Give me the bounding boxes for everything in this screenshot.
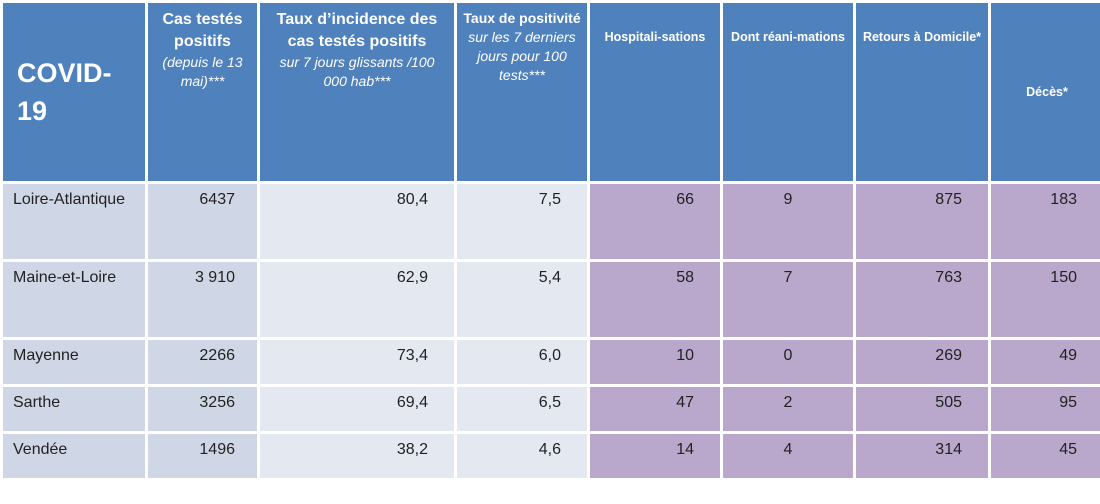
deces-cell: 45 [991, 434, 1100, 478]
header-note: sur les 7 derniers jours pour 100 tests*… [468, 29, 576, 83]
dept-cell: Maine-et-Loire [3, 262, 145, 337]
header-label: Taux d’incidence des cas testés positifs [276, 11, 438, 50]
table-title: COVID-19 [3, 3, 145, 181]
header-label: Cas testés positifs [162, 11, 243, 50]
table-row: Mayenne 2266 73,4 6,0 10 0 269 49 [3, 340, 1100, 384]
covid-table: COVID-19 Cas testés positifs (depuis le … [3, 3, 1100, 478]
header-taux-positivite: Taux de positivité sur les 7 derniers jo… [457, 3, 587, 181]
hosp-cell: 10 [590, 340, 720, 384]
hosp-cell: 66 [590, 184, 720, 259]
header-retours-domicile: Retours à Domicile* [856, 3, 988, 181]
deces-cell: 95 [991, 387, 1100, 431]
positivite-cell: 7,5 [457, 184, 587, 259]
header-label: Décès* [1026, 84, 1068, 99]
retours-cell: 763 [856, 262, 988, 337]
retours-cell: 875 [856, 184, 988, 259]
incidence-cell: 38,2 [260, 434, 454, 478]
header-taux-incidence: Taux d’incidence des cas testés positifs… [260, 3, 454, 181]
incidence-cell: 80,4 [260, 184, 454, 259]
cas-cell: 1496 [148, 434, 257, 478]
cas-cell: 3256 [148, 387, 257, 431]
dept-cell: Mayenne [3, 340, 145, 384]
cas-cell: 3 910 [148, 262, 257, 337]
retours-cell: 314 [856, 434, 988, 478]
dept-cell: Vendée [3, 434, 145, 478]
header-hospitalisations: Hospitali-sations [590, 3, 720, 181]
deces-cell: 49 [991, 340, 1100, 384]
cas-cell: 2266 [148, 340, 257, 384]
positivite-cell: 4,6 [457, 434, 587, 478]
hosp-cell: 47 [590, 387, 720, 431]
header-note: (depuis le 13 mai)*** [162, 54, 243, 89]
rea-cell: 7 [723, 262, 853, 337]
table-row: Loire-Atlantique 6437 80,4 7,5 66 9 875 … [3, 184, 1100, 259]
dept-cell: Loire-Atlantique [3, 184, 145, 259]
dept-cell: Sarthe [3, 387, 145, 431]
rea-cell: 4 [723, 434, 853, 478]
incidence-cell: 62,9 [260, 262, 454, 337]
table-row: Sarthe 3256 69,4 6,5 47 2 505 95 [3, 387, 1100, 431]
rea-cell: 2 [723, 387, 853, 431]
positivite-cell: 6,0 [457, 340, 587, 384]
table-row: Vendée 1496 38,2 4,6 14 4 314 45 [3, 434, 1100, 478]
deces-cell: 150 [991, 262, 1100, 337]
header-label: Hospitali-sations [604, 30, 706, 44]
incidence-cell: 73,4 [260, 340, 454, 384]
header-reanimations: Dont réani-mations [723, 3, 853, 181]
header-row: COVID-19 Cas testés positifs (depuis le … [3, 3, 1100, 181]
table-row: Maine-et-Loire 3 910 62,9 5,4 58 7 763 1… [3, 262, 1100, 337]
header-cas-testes: Cas testés positifs (depuis le 13 mai)**… [148, 3, 257, 181]
rea-cell: 0 [723, 340, 853, 384]
header-label: Dont réani-mations [731, 30, 845, 44]
header-deces: Décès* [991, 3, 1100, 181]
retours-cell: 269 [856, 340, 988, 384]
deces-cell: 183 [991, 184, 1100, 259]
header-note: sur 7 jours glissants /100 000 hab*** [279, 54, 435, 89]
header-label: Taux de positivité [463, 10, 581, 26]
header-label: Retours à Domicile* [862, 30, 982, 44]
hosp-cell: 14 [590, 434, 720, 478]
positivite-cell: 5,4 [457, 262, 587, 337]
incidence-cell: 69,4 [260, 387, 454, 431]
positivite-cell: 6,5 [457, 387, 587, 431]
rea-cell: 9 [723, 184, 853, 259]
hosp-cell: 58 [590, 262, 720, 337]
retours-cell: 505 [856, 387, 988, 431]
cas-cell: 6437 [148, 184, 257, 259]
